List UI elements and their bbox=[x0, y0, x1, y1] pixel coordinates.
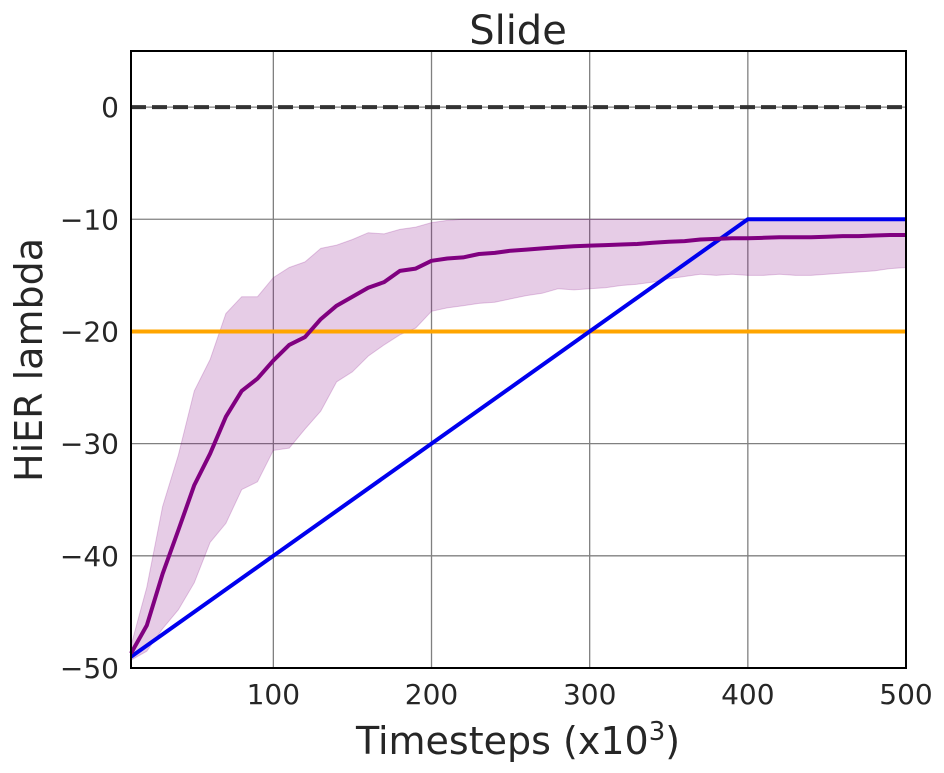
x-tick-labels: 100 200 300 400 500 bbox=[247, 678, 933, 711]
purple-line bbox=[129, 233, 906, 655]
y-tick-label: 0 bbox=[101, 91, 119, 124]
x-tick-label: 200 bbox=[405, 678, 458, 711]
chart-title: Slide bbox=[469, 8, 567, 54]
y-tick-label: −30 bbox=[60, 428, 119, 461]
x-tick-label: 500 bbox=[879, 678, 932, 711]
purple-confidence-band bbox=[130, 218, 907, 661]
y-tick-labels: 0 −10 −20 −30 −40 −50 bbox=[60, 91, 119, 685]
blue-line bbox=[129, 217, 906, 659]
x-axis-label: Timesteps (x103) bbox=[355, 717, 680, 763]
y-tick-label: −40 bbox=[60, 540, 119, 573]
x-axis-label-end: ) bbox=[665, 719, 680, 763]
y-tick-label: −20 bbox=[60, 315, 119, 348]
x-tick-label: 400 bbox=[721, 678, 774, 711]
x-tick-label: 100 bbox=[247, 678, 300, 711]
plot-frame bbox=[130, 50, 907, 669]
y-tick-label: −50 bbox=[60, 652, 119, 685]
x-axis-label-main: Timesteps (x10 bbox=[355, 719, 649, 763]
y-tick-label: −10 bbox=[60, 203, 119, 236]
x-axis-label-superscript: 3 bbox=[649, 717, 666, 747]
y-axis-label: HiER lambda bbox=[7, 238, 51, 482]
x-tick-label: 300 bbox=[563, 678, 616, 711]
series-lines bbox=[129, 105, 906, 659]
